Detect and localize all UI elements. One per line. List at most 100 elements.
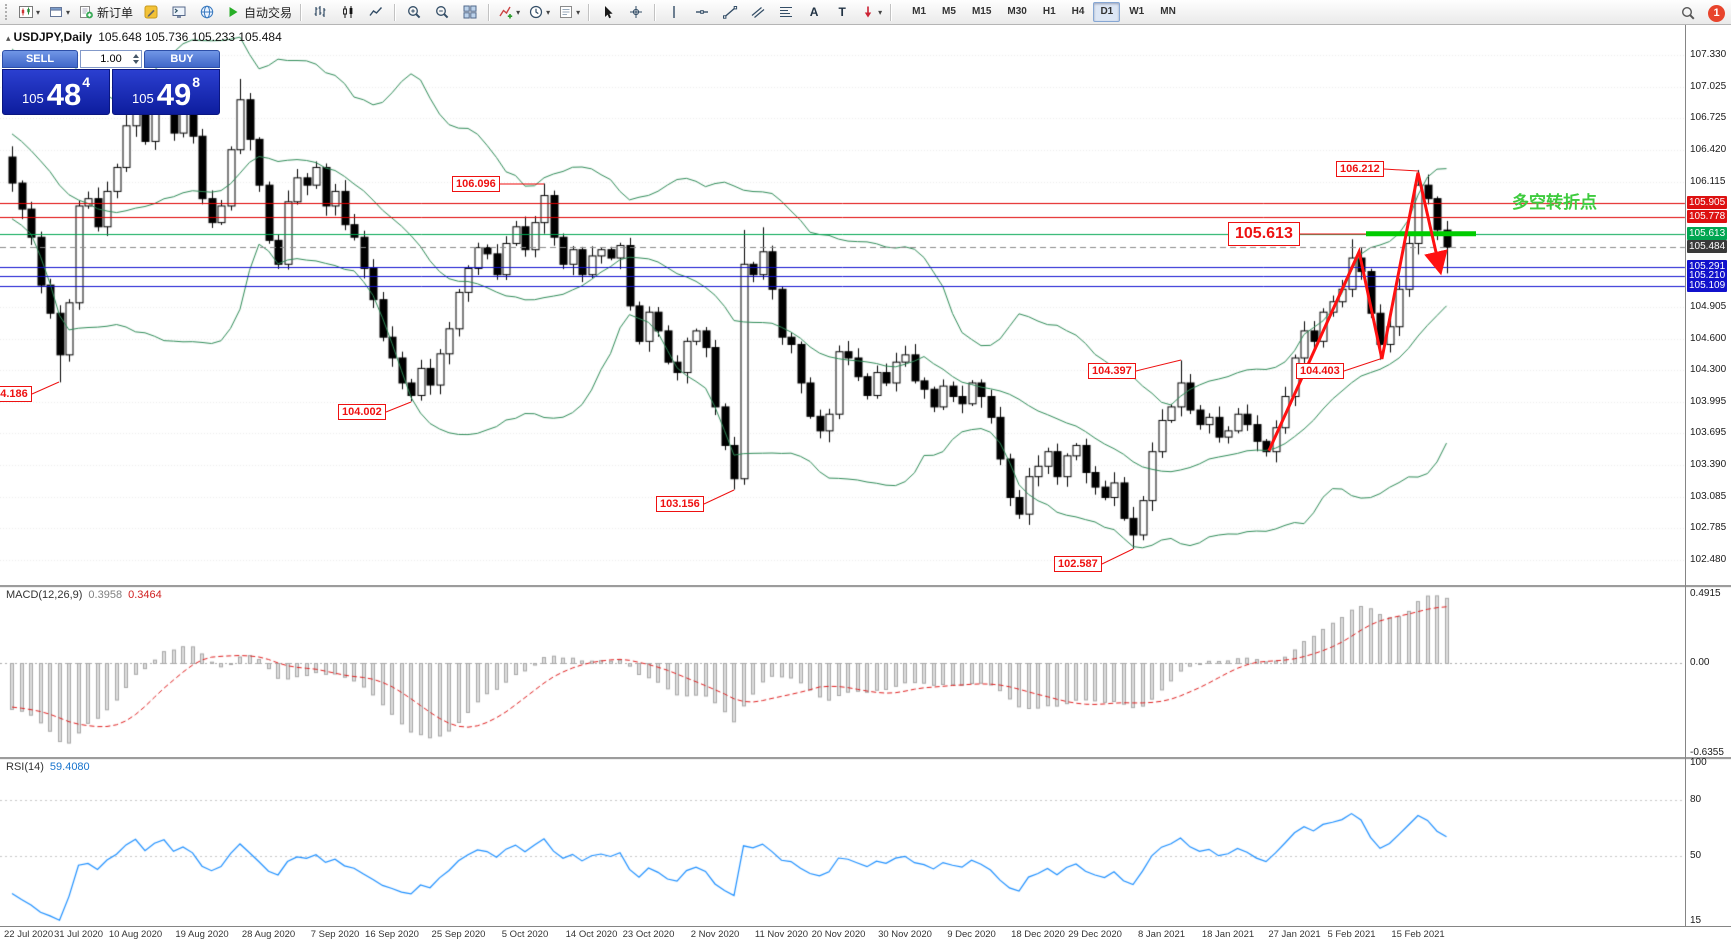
rsi-value: 59.4080 [49,761,90,773]
price-level-label: 105.905 [1687,196,1728,210]
window-icon [50,7,63,17]
cursor-button[interactable] [595,1,621,23]
trendline-button[interactable] [717,1,743,23]
pivot-annotation[interactable]: 多空转折点 [1512,193,1597,212]
periods-button[interactable]: ▾ [525,1,553,23]
macd-axis-tick: 0.00 [1690,657,1710,669]
volume-input[interactable]: 1.00 [80,50,142,68]
timeframe-m30[interactable]: M30 [1007,6,1027,17]
price-callout[interactable]: 104.397 [1088,363,1136,379]
indicator-icon [499,6,513,19]
price-tick: 107.025 [1690,80,1727,92]
zoom-in-button[interactable] [401,1,427,23]
channel-button[interactable] [745,1,771,23]
periods-button-caret-icon[interactable]: ▾ [546,7,551,17]
text-button[interactable]: A [801,1,827,23]
rsi-axis-tick: 15 [1690,915,1702,926]
timeframe-mn[interactable]: MN [1160,6,1176,17]
crosshair-button[interactable] [623,1,649,23]
buy-price-button[interactable]: 105 49 8 [112,69,220,115]
community-button[interactable] [194,1,220,23]
arrows-button-caret-icon[interactable]: ▾ [878,7,883,17]
price-callout[interactable]: 104.403 [1296,363,1344,379]
new-chart-button[interactable]: ▾ [15,1,43,23]
bars-icon [314,6,326,17]
indicators-button[interactable]: ▾ [495,1,523,23]
toolbar: ▾ ▾ 新订单 自动交易 ▾ ▾ ▾ A T ▾ M1 M5 M15 M30 H1 H4 D1 W1 MN 1 [0,0,1731,25]
notification-badge[interactable]: 1 [1708,4,1725,22]
templates-button-caret-icon[interactable]: ▾ [576,7,581,17]
sell-price-prefix: 105 [22,91,44,106]
autotrading-button[interactable]: 自动交易 [222,1,295,23]
toolbar-grip[interactable] [5,4,10,20]
price-callout[interactable]: 105.613 [1228,222,1300,246]
vline-button[interactable] [661,1,687,23]
date-tick: 5 Oct 2020 [501,929,549,940]
date-tick: 2 Nov 2020 [690,929,740,940]
date-tick: 5 Feb 2021 [1327,929,1376,940]
metaeditor-button[interactable] [138,1,164,23]
collapse-icon[interactable]: ▴ [6,33,11,43]
price-callout[interactable]: 102.587 [1054,556,1102,572]
terminal-icon [172,6,186,18]
price-tick: 103.390 [1690,459,1727,471]
macd-name: MACD(12,26,9) [6,589,83,601]
line-chart-button[interactable] [363,1,389,23]
tile-windows-button[interactable] [457,1,483,23]
chart-profiles-button[interactable]: ▾ [45,1,73,23]
indicators-button-caret-icon[interactable]: ▾ [516,7,521,17]
price-axis[interactable]: 107.330 107.025 106.725 106.420 106.115 104.9… [1686,0,1731,940]
toolbar-right: 1 [1674,2,1725,24]
data-window-button[interactable] [166,1,192,23]
bar-chart-button[interactable] [307,1,333,23]
sell-price-sup: 4 [82,74,90,90]
fibonacci-button[interactable] [773,1,799,23]
timeframe-d1[interactable]: D1 [1093,2,1121,22]
new-order-button[interactable]: 新订单 [75,1,136,23]
fibo-icon [780,7,793,17]
arrows-button[interactable]: ▾ [857,1,885,23]
price-callout[interactable]: 106.096 [452,176,500,192]
toolbar-separator [394,3,397,21]
rsi-axis-tick: 80 [1690,794,1702,806]
toolbar-separator [654,3,657,21]
buy-button[interactable]: BUY [144,50,220,68]
zoom-out-button[interactable] [429,1,455,23]
chart-profiles-button-caret-icon[interactable]: ▾ [66,7,71,17]
timeframe-m15[interactable]: M15 [971,6,992,17]
hline-button[interactable] [689,1,715,23]
price-tick: 106.420 [1690,143,1727,155]
sell-price-button[interactable]: 105 48 4 [2,69,110,115]
text-label-button[interactable]: T [829,1,855,23]
templates-button[interactable]: ▾ [555,1,583,23]
date-tick: 7 Sep 2020 [310,929,360,940]
price-callout[interactable]: 106.212 [1336,161,1384,177]
price-callout[interactable]: 103.156 [656,496,704,512]
price-callout[interactable]: 104.002 [338,404,386,420]
play-icon [229,7,238,17]
sell-button[interactable]: SELL [2,50,78,68]
macd-signal-value: 0.3464 [128,589,162,601]
price-callout[interactable]: 104.186 [0,386,32,402]
date-tick: 9 Dec 2020 [947,929,996,940]
pane-separator-macd[interactable] [0,585,1731,588]
timeframe-m1[interactable]: M1 [912,6,927,17]
buy-price-prefix: 105 [132,91,154,106]
sell-price-big: 48 [46,77,82,112]
trend-icon [723,6,738,19]
buy-price-sup: 8 [192,74,200,90]
search-button[interactable] [1675,2,1701,24]
price-tick: 106.725 [1690,111,1727,123]
timeframe-w1[interactable]: W1 [1129,6,1145,17]
timeframe-m5[interactable]: M5 [942,6,956,17]
pane-separator-rsi[interactable] [0,757,1731,760]
price-tick: 103.085 [1690,490,1727,502]
candlestick-chart-button[interactable] [335,1,361,23]
timeframe-h4[interactable]: H4 [1071,6,1085,17]
timeframe-h1[interactable]: H1 [1042,6,1056,17]
new-chart-button-caret-icon[interactable]: ▾ [36,7,41,17]
date-tick: 11 Nov 2020 [754,929,809,940]
volume-stepper[interactable] [133,53,139,65]
time-axis[interactable]: 22 Jul 2020 31 Jul 2020 10 Aug 2020 19 Aug … [0,926,1731,940]
